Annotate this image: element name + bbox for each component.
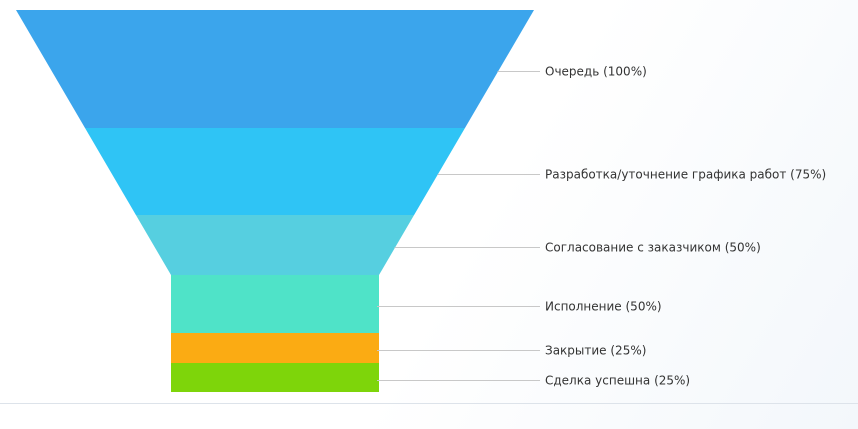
funnel-labels: Очередь (100%) Разработка/уточнение графи… (545, 65, 826, 388)
funnel-segment-3[interactable] (135, 215, 415, 275)
funnel-label-4: Исполнение (50%) (545, 300, 662, 314)
funnel-label-2: Разработка/уточнение графика работ (75%) (545, 168, 826, 182)
bottom-divider (0, 403, 858, 404)
funnel-label-6: Сделка успешна (25%) (545, 374, 690, 388)
funnel-segments (16, 10, 534, 392)
funnel-label-3: Согласование с заказчиком (50%) (545, 241, 761, 255)
funnel-leader-lines (377, 71, 540, 381)
funnel-label-1: Очередь (100%) (545, 65, 647, 79)
funnel-label-5: Закрытие (25%) (545, 344, 646, 358)
funnel-segment-2[interactable] (85, 128, 465, 215)
funnel-segment-1[interactable] (16, 10, 534, 128)
funnel-segment-5[interactable] (171, 333, 379, 363)
funnel-segment-4[interactable] (171, 275, 379, 333)
funnel-segment-6[interactable] (171, 363, 379, 392)
